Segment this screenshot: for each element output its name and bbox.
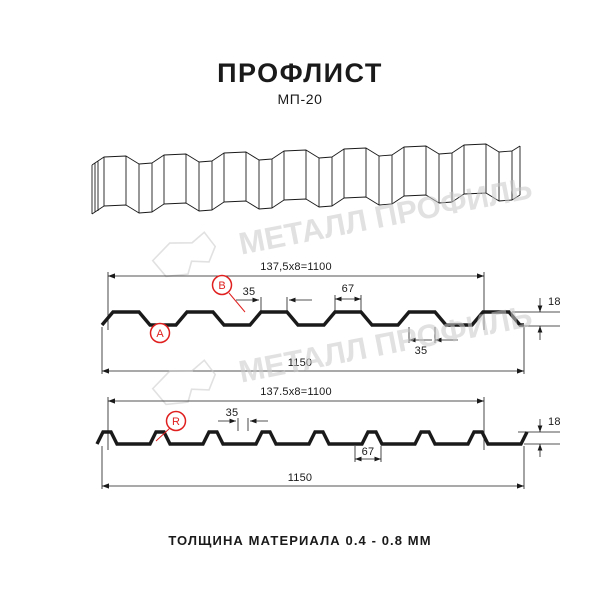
profile-outline-top bbox=[100, 310, 524, 327]
corrugated-sheet-3d-view bbox=[91, 143, 521, 215]
dimension-line-top-overall-2 bbox=[107, 397, 485, 450]
dimension-35-lower-right bbox=[408, 327, 458, 343]
cross-section-top: 137,5x8=1100 35 67 bbox=[100, 261, 561, 374]
callout-leader-r bbox=[155, 427, 171, 442]
dimension-label-35-upper-left: 35 bbox=[243, 286, 256, 298]
callout-circle-r bbox=[165, 410, 187, 432]
callout-circle-b bbox=[211, 274, 233, 296]
profile-outline-bottom bbox=[95, 430, 529, 446]
callout-marker-a[interactable]: A bbox=[149, 322, 171, 344]
dimension-height-18-top bbox=[512, 298, 560, 340]
callout-circle-a bbox=[149, 322, 171, 344]
callout-label-a: A bbox=[156, 328, 164, 340]
callout-marker-r[interactable]: R bbox=[155, 410, 187, 442]
dimension-label-67-upper-right: 67 bbox=[342, 283, 355, 295]
callout-label-r: R bbox=[172, 416, 180, 428]
cross-section-bottom: 137.5x8=1100 35 67 bbox=[95, 386, 561, 489]
callout-leader-b bbox=[228, 292, 246, 313]
callout-label-b: B bbox=[218, 280, 225, 292]
dimension-label-top-overall-2: 137.5x8=1100 bbox=[260, 386, 332, 398]
dimension-label-height-18-top: 18 bbox=[548, 296, 561, 308]
page-subtitle: МП-20 bbox=[278, 91, 323, 107]
dimension-label-67-lower-right-2: 67 bbox=[362, 446, 375, 458]
dimension-label-top-overall: 137,5x8=1100 bbox=[260, 261, 332, 273]
dimension-67-upper-right bbox=[334, 295, 362, 311]
dimension-label-35-lower-right: 35 bbox=[415, 345, 428, 357]
dimension-line-bottom-overall-2 bbox=[101, 446, 525, 489]
dimension-label-35-upper-left-2: 35 bbox=[226, 407, 239, 419]
dimension-height-18-bottom bbox=[518, 419, 560, 457]
dimension-35-upper-left-2 bbox=[218, 418, 268, 431]
dimension-label-height-18-bottom: 18 bbox=[548, 416, 561, 428]
page-title: ПРОФЛИСТ bbox=[217, 58, 383, 88]
dimension-label-bottom-overall: 1150 bbox=[288, 357, 312, 369]
dimension-67-lower-right-2 bbox=[354, 446, 382, 462]
material-thickness-note: ТОЛЩИНА МАТЕРИАЛА 0.4 - 0.8 ММ bbox=[168, 533, 431, 548]
callout-marker-b[interactable]: B bbox=[211, 274, 246, 313]
dimension-label-bottom-overall-2: 1150 bbox=[288, 472, 312, 484]
dimension-35-upper-left bbox=[236, 297, 312, 311]
